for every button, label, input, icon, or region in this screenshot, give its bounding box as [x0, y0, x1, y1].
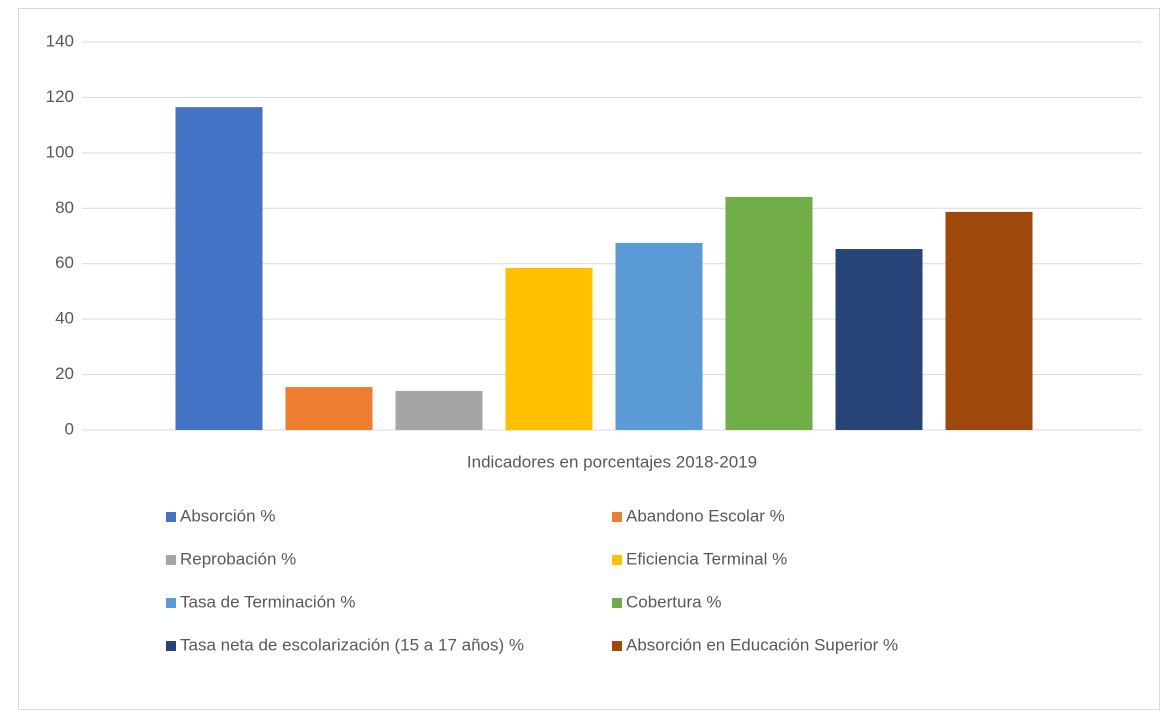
bar: [285, 387, 373, 430]
y-tick-label: 100: [46, 142, 74, 161]
legend-swatch: [612, 512, 622, 522]
legend-label: Absorción en Educación Superior %: [626, 635, 898, 654]
legend-swatch: [166, 641, 176, 651]
bar: [615, 242, 703, 430]
legend-swatch: [612, 641, 622, 651]
legend-label: Tasa de Terminación %: [180, 592, 355, 611]
bar: [175, 107, 263, 430]
bar: [725, 196, 813, 430]
y-tick-label: 60: [55, 253, 74, 272]
y-tick-label: 80: [55, 198, 74, 217]
legend-label: Reprobación %: [180, 549, 296, 568]
y-tick-label: 0: [65, 419, 74, 438]
bar: [945, 211, 1033, 430]
legend-label: Tasa neta de escolarización (15 a 17 año…: [180, 635, 524, 654]
y-tick-label: 40: [55, 309, 74, 328]
legend-label: Cobertura %: [626, 592, 721, 611]
legend-label: Abandono Escolar %: [626, 506, 785, 525]
legend-swatch: [612, 598, 622, 608]
legend-swatch: [166, 512, 176, 522]
y-tick-label: 20: [55, 364, 74, 383]
legend-label: Absorción %: [180, 506, 275, 525]
x-tick-label: Indicadores en porcentajes 2018-2019: [467, 452, 757, 471]
bar: [395, 390, 483, 430]
y-tick-label: 140: [46, 31, 74, 50]
bar: [835, 249, 923, 430]
legend-swatch: [612, 555, 622, 565]
legend-label: Eficiencia Terminal %: [626, 549, 787, 568]
bar: [505, 267, 593, 430]
y-tick-label: 120: [46, 87, 74, 106]
legend-swatch: [166, 555, 176, 565]
legend-swatch: [166, 598, 176, 608]
